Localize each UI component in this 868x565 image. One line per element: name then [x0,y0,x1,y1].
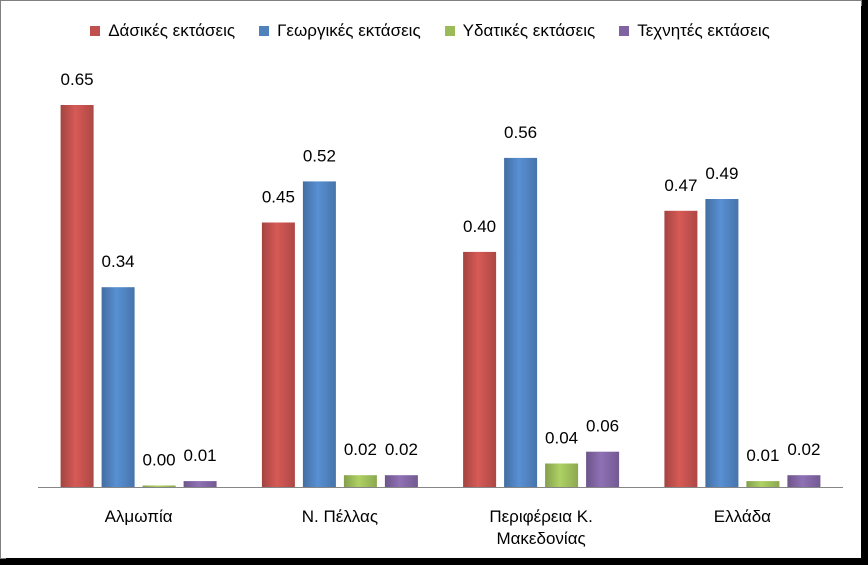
legend-item-agricultural: Γεωργικές εκτάσεις [259,21,421,41]
bar-2-1 [504,157,538,487]
value-label-3-0: 0.47 [664,176,697,195]
category-labels-group: Αλμωπία Ν. Πέλλας Περιφέρεια Κ. Μακεδονίας Ε… [105,507,772,548]
bar-3-3 [787,475,821,487]
category-label-1: Ν. Πέλλας [302,507,378,526]
bar-2-0 [463,251,497,487]
value-label-1-1: 0.52 [303,146,336,165]
legend-swatch-artificial [619,26,630,36]
category-label-0: Αλμωπία [105,507,173,526]
category-label-3: Ελλάδα [714,507,771,526]
category-label-2-line-0: Περιφέρεια Κ. [489,507,593,526]
bar-0-3 [183,481,217,487]
legend-item-artificial: Τεχνητές εκτάσεις [619,21,770,41]
chart-legend: Δάσικές εκτάσεις Γεωργικές εκτάσεις Υδατ… [0,18,860,44]
bar-1-2 [343,475,377,487]
bar-3-1 [705,199,739,487]
bar-0-0 [60,105,94,487]
bar-2-3 [586,451,620,487]
legend-item-water: Υδατικές εκτάσεις [444,21,596,41]
legend-swatch-forest [90,26,101,36]
frame-shadow-right [861,6,868,565]
bar-1-0 [261,222,295,487]
value-label-3-2: 0.01 [746,446,779,465]
value-label-2-3: 0.06 [586,417,619,436]
value-label-1-3: 0.02 [385,440,418,459]
value-label-3-3: 0.02 [787,440,820,459]
legend-label-water: Υδατικές εκτάσεις [462,21,596,40]
category-label-2-line-1: Μακεδονίας [496,529,585,548]
value-label-0-2: 0.00 [143,451,176,470]
legend-item-forest: Δάσικές εκτάσεις [90,21,235,41]
bar-1-1 [302,181,336,487]
bar-0-2 [142,485,176,487]
bar-0-1 [101,287,135,487]
value-label-0-0: 0.65 [61,70,94,89]
value-labels-group: 0.65 0.34 0.00 0.01 0.45 0.52 0.02 0.02 0.40 0.56… [61,70,821,470]
bars-group [60,105,821,488]
value-label-2-0: 0.40 [463,217,496,236]
value-label-1-2: 0.02 [344,440,377,459]
legend-label-artificial: Τεχνητές εκτάσεις [637,21,770,40]
legend-label-agricultural: Γεωργικές εκτάσεις [277,21,421,40]
legend-swatch-water [444,26,455,36]
legend-swatch-agricultural [259,26,270,36]
value-label-0-1: 0.34 [102,252,135,271]
value-label-2-2: 0.04 [545,429,578,448]
frame-shadow-bottom [6,558,868,565]
legend-label-forest: Δάσικές εκτάσεις [108,21,236,40]
value-label-3-1: 0.49 [705,164,738,183]
value-label-2-1: 0.56 [504,123,537,142]
bar-3-0 [664,210,698,488]
bar-1-3 [384,475,418,487]
value-label-1-0: 0.45 [262,188,295,207]
bar-2-2 [545,463,579,487]
value-label-0-3: 0.01 [184,446,217,465]
bar-3-2 [746,481,780,487]
